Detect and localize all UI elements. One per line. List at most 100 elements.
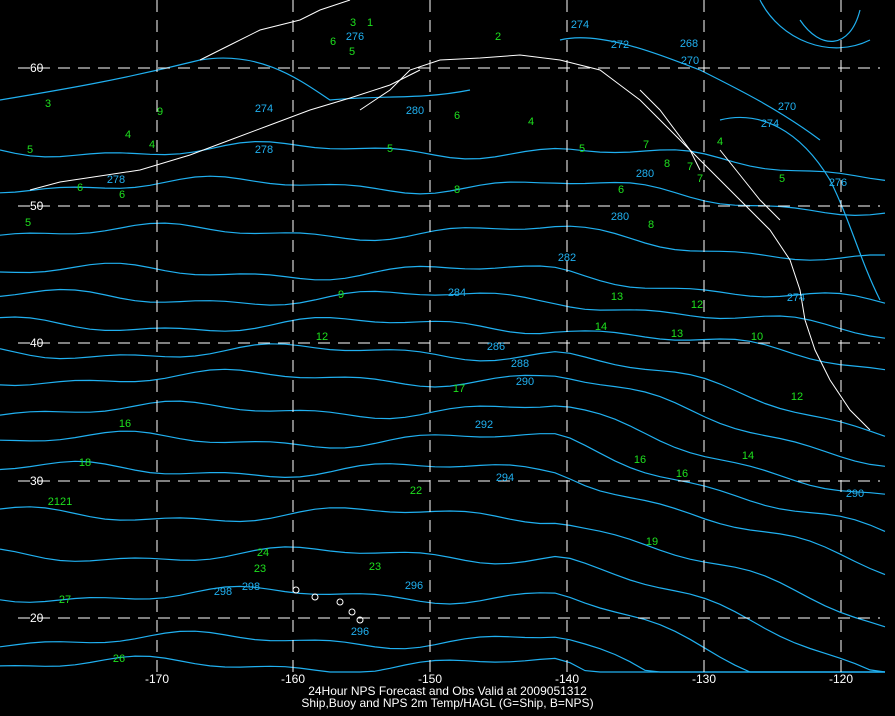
obs-label: 12 [316, 331, 328, 343]
obs-label: 4 [717, 136, 723, 148]
obs-label: 3 [350, 17, 356, 29]
isotherm-line [0, 175, 886, 217]
contour-label: 274 [571, 19, 589, 31]
contour-label: 270 [681, 55, 699, 67]
contour-label: 272 [611, 39, 629, 51]
obs-label: 24 [257, 547, 269, 559]
isotherm-line [799, 9, 861, 42]
contour-label: 280 [406, 105, 424, 117]
isotherm-line [559, 37, 821, 141]
obs-label: 23 [369, 561, 381, 573]
value-labels: 3556644912916182121221713141312161614192… [25, 17, 864, 665]
lon-tick-label: -140 [555, 672, 579, 686]
lat-tick-label: 30 [30, 474, 44, 488]
isotherm-line [0, 343, 886, 437]
isotherm-line [0, 262, 886, 304]
obs-label: 4 [528, 116, 534, 128]
isotherm-line [0, 140, 886, 181]
obs-label: 18 [79, 457, 91, 469]
coastline-path [29, 69, 421, 191]
contour-label: 290 [846, 488, 864, 500]
obs-label: 12 [691, 299, 703, 311]
island [356, 616, 364, 624]
obs-label: 5 [779, 173, 785, 185]
coastline-path [359, 54, 871, 431]
obs-label: 9 [338, 289, 344, 301]
contour-label: 290 [516, 376, 534, 388]
obs-label: 13 [671, 328, 683, 340]
obs-label: 3 [45, 98, 51, 110]
isotherm-contours [0, 0, 886, 673]
isotherm-line [0, 288, 886, 339]
obs-label: 23 [254, 563, 266, 575]
lat-tick-label: 60 [30, 61, 44, 75]
isotherm-line [0, 506, 886, 628]
island [336, 598, 344, 606]
contour-label: 268 [680, 38, 698, 50]
obs-label: 14 [742, 450, 754, 462]
coastline-path [199, 0, 351, 61]
obs-label: 6 [119, 189, 125, 201]
obs-label: 1 [367, 17, 373, 29]
obs-label: 10 [751, 331, 763, 343]
obs-label: 8 [454, 184, 460, 196]
island [292, 586, 300, 594]
isotherm-line [0, 222, 885, 261]
isotherm-line [0, 460, 886, 576]
obs-label: 5 [387, 143, 393, 155]
lon-tick-label: -170 [145, 672, 169, 686]
coastline-path [639, 89, 701, 171]
isotherm-line [0, 585, 885, 673]
lat-lon-grid [18, 0, 880, 670]
lon-tick-label: -150 [418, 672, 442, 686]
island [311, 593, 319, 601]
contour-label: 296 [351, 626, 369, 638]
lat-tick-label: 50 [30, 199, 44, 213]
contour-label: 278 [255, 144, 273, 156]
isotherm-line [0, 316, 886, 371]
obs-label: 7 [697, 173, 703, 185]
obs-label: 6 [77, 182, 83, 194]
obs-label: 4 [125, 129, 131, 141]
obs-label: 22 [410, 485, 422, 497]
obs-label: 4 [149, 139, 155, 151]
contour-label: 286 [487, 341, 505, 353]
obs-label: 12 [791, 391, 803, 403]
lat-tick-label: 40 [30, 336, 44, 350]
obs-label: 6 [618, 184, 624, 196]
isotherm-line [0, 57, 471, 101]
isotherm-line [0, 655, 885, 673]
obs-label: 5 [579, 143, 585, 155]
contour-label: 280 [636, 168, 654, 180]
contour-label: 296 [405, 580, 423, 592]
island [348, 608, 356, 616]
contour-label: 276 [829, 177, 847, 189]
obs-label: 7 [643, 139, 649, 151]
obs-label: 8 [664, 158, 670, 170]
contour-label: 294 [496, 472, 514, 484]
obs-label: 16 [634, 454, 646, 466]
obs-label: 5 [349, 46, 355, 58]
contour-label: 270 [778, 101, 796, 113]
caption-subtitle: Ship,Buoy and NPS 2m Temp/HAGL (G=Ship, … [301, 696, 594, 710]
obs-label: 6 [454, 110, 460, 122]
contour-label: 274 [787, 292, 805, 304]
obs-label: 14 [595, 321, 607, 333]
obs-label: 9 [157, 106, 163, 118]
obs-label: 6 [330, 36, 336, 48]
obs-label: 16 [119, 418, 131, 430]
obs-label: 13 [611, 291, 623, 303]
lat-tick-label: 20 [30, 611, 44, 625]
contour-label: 282 [558, 252, 576, 264]
obs-label: 16 [676, 468, 688, 480]
contour-label: 280 [611, 211, 629, 223]
contour-label: 292 [475, 419, 493, 431]
caption-title: 24Hour NPS Forecast and Obs Valid at 200… [308, 684, 587, 698]
contour-label: 278 [107, 174, 125, 186]
obs-label: 26 [113, 653, 125, 665]
obs-label: 2 [495, 31, 501, 43]
isotherm-line [0, 546, 886, 673]
lon-tick-label: -130 [692, 672, 716, 686]
contour-label: 288 [511, 358, 529, 370]
